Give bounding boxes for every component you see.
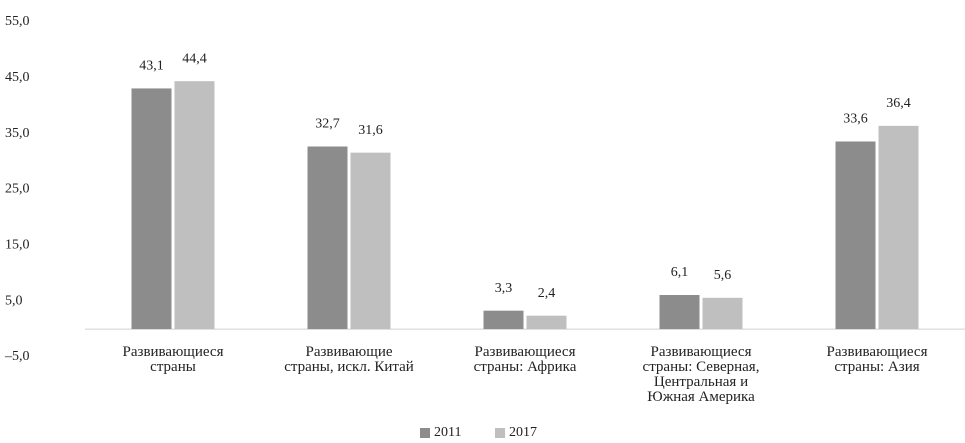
legend-swatch [420,428,430,438]
y-tick-label: 45,0 [5,70,30,85]
x-tick-label: Развивающиеся страны: Африка [473,344,577,376]
x-tick-label: Развивающиеся страны [122,344,224,376]
y-tick-label: 35,0 [5,126,30,141]
legend-swatch [495,428,505,438]
value-label: 33,6 [843,112,868,127]
value-label: 44,4 [182,51,207,66]
bar [659,295,700,330]
value-label: 6,1 [671,265,689,280]
legend-label: 2011 [434,425,461,440]
value-label: 5,6 [714,268,732,283]
value-label: 3,3 [495,281,513,296]
y-tick-label: –5,0 [4,349,30,364]
bar [174,81,215,330]
bar [878,125,919,330]
bar [131,88,172,330]
value-label: 43,1 [139,59,164,74]
value-label: 2,4 [538,286,556,301]
value-label: 31,6 [358,123,383,138]
bar [307,146,348,330]
value-label: 36,4 [886,96,911,111]
value-label: 32,7 [315,117,340,132]
bar [835,141,876,330]
legend-label: 2017 [509,425,537,440]
x-tick-label: Развивающиеся страны: Северная, Централь… [642,344,760,406]
bar [483,310,524,330]
x-tick-label: Развивающиеся страны: Азия [826,344,928,376]
y-tick-label: 5,0 [5,293,23,308]
y-tick-label: 55,0 [5,14,30,29]
bar [526,315,567,330]
bar [350,152,391,330]
y-tick-label: 15,0 [5,238,30,253]
y-tick-label: 25,0 [5,182,30,197]
x-tick-label: Развивающие страны, искл. Китай [284,344,414,376]
bar [702,297,743,330]
